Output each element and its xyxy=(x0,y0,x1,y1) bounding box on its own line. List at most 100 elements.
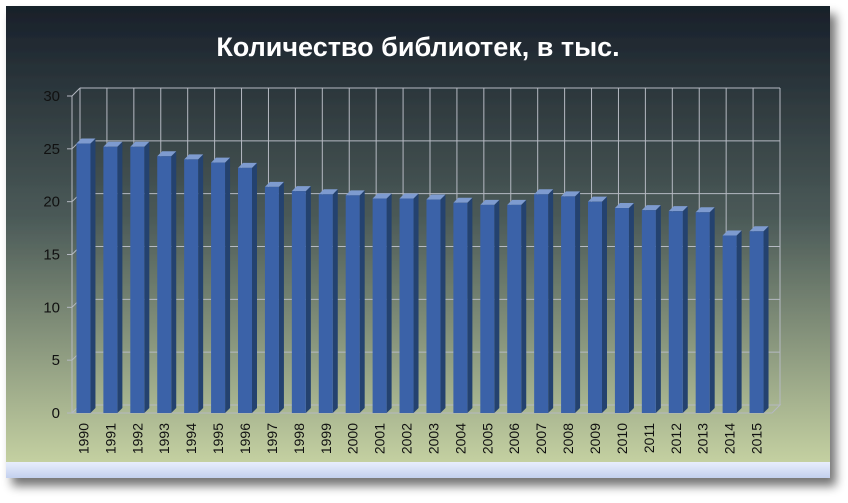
gridline-depth xyxy=(71,87,81,97)
bar-side xyxy=(521,199,527,413)
bar-side xyxy=(413,193,419,413)
y-tick-label: 30 xyxy=(43,88,60,105)
chart-bottom-strip xyxy=(6,462,830,478)
bar-side xyxy=(467,197,473,413)
bar xyxy=(184,159,199,413)
bar-side xyxy=(171,151,177,414)
bar xyxy=(668,211,683,413)
bar-top xyxy=(211,157,231,163)
bar-side xyxy=(198,154,204,413)
plot-area: 0 5 10 15 20 25 30 1990 1991 1992 1993 1994 1995 1996… xyxy=(43,87,782,454)
x-tick-label: 2005 xyxy=(479,423,495,454)
bar xyxy=(130,146,145,413)
x-tick-label: 1990 xyxy=(75,423,91,454)
y-tick-label: 20 xyxy=(43,194,60,211)
bar-top xyxy=(480,199,500,205)
bar-side xyxy=(494,199,500,413)
x-tick-label: 2007 xyxy=(533,423,549,454)
bar xyxy=(399,198,414,413)
bar xyxy=(76,143,91,414)
bar xyxy=(749,231,764,413)
bar-side xyxy=(225,157,231,413)
bar xyxy=(453,202,468,413)
x-tick-label: 2000 xyxy=(345,423,361,454)
y-tick-label: 5 xyxy=(52,352,60,369)
x-tick-label: 2004 xyxy=(452,423,468,454)
bar-top xyxy=(399,193,419,199)
bar-side xyxy=(252,162,257,413)
x-tick-label: 1992 xyxy=(129,423,145,454)
x-tick-label: 2010 xyxy=(614,423,630,454)
bar-top xyxy=(130,141,150,147)
bar-side xyxy=(763,226,769,413)
bar-side xyxy=(682,206,688,413)
bar-top xyxy=(614,203,634,209)
bar-top xyxy=(426,194,446,200)
bar-top xyxy=(695,207,715,213)
bar-side xyxy=(144,141,150,413)
bar-top xyxy=(76,138,96,144)
x-tick-label: 2006 xyxy=(506,423,522,454)
bar-top xyxy=(534,189,554,195)
bar-top xyxy=(291,186,311,192)
bar xyxy=(211,162,226,413)
bar-top xyxy=(668,206,688,212)
bar-top xyxy=(372,193,392,199)
bar xyxy=(372,198,387,413)
x-tick-label: 1994 xyxy=(183,423,199,454)
bar xyxy=(426,199,441,413)
bar xyxy=(534,194,549,413)
bar-top xyxy=(318,189,338,195)
x-tick-label: 2001 xyxy=(372,423,388,454)
bar-side xyxy=(628,203,634,413)
bar-side xyxy=(386,193,392,413)
bar-top xyxy=(103,141,123,147)
bar-top xyxy=(264,181,284,187)
bar xyxy=(291,191,306,413)
x-tick-label: 2015 xyxy=(749,423,765,454)
bar-top xyxy=(588,196,607,202)
bar-top xyxy=(157,151,177,157)
bar xyxy=(561,196,576,413)
bar-side xyxy=(90,138,96,414)
y-tick-label: 0 xyxy=(52,405,60,422)
y-tick-label: 25 xyxy=(43,141,60,158)
x-tick-label: 2011 xyxy=(641,423,657,453)
bar-top xyxy=(507,199,527,205)
bar xyxy=(722,235,737,413)
bar-top xyxy=(749,226,769,232)
x-tick-label: 2012 xyxy=(668,423,684,454)
bar-side xyxy=(575,191,581,413)
bar xyxy=(480,204,495,413)
bar xyxy=(588,201,602,413)
bar-side xyxy=(655,205,661,413)
bar-top xyxy=(722,230,742,236)
x-tick-label: 1997 xyxy=(264,423,280,454)
bar-top xyxy=(453,197,473,203)
bar-side xyxy=(602,196,607,413)
bar-side xyxy=(548,189,554,413)
bar xyxy=(264,186,279,413)
x-tick-label: 1996 xyxy=(237,423,253,454)
bar-side xyxy=(440,194,446,413)
x-tick-label: 2002 xyxy=(399,423,415,454)
x-tick-label: 2008 xyxy=(560,423,576,454)
bar xyxy=(318,194,333,413)
x-tick-label: 1998 xyxy=(291,423,307,454)
x-tick-label: 2014 xyxy=(722,423,738,454)
bar-side xyxy=(736,230,742,413)
bar-top xyxy=(238,162,257,168)
bar-side xyxy=(332,189,338,413)
bar xyxy=(103,146,118,413)
bar xyxy=(345,195,360,413)
bar xyxy=(238,167,252,413)
bar-top xyxy=(184,154,204,160)
bar-side xyxy=(359,190,365,413)
x-tick-label: 2009 xyxy=(587,423,603,454)
bar-side xyxy=(117,141,123,413)
bar xyxy=(614,208,629,413)
x-tick-label: 2003 xyxy=(425,423,441,454)
chart-title: Количество библиотек, в тыс. xyxy=(216,32,619,62)
